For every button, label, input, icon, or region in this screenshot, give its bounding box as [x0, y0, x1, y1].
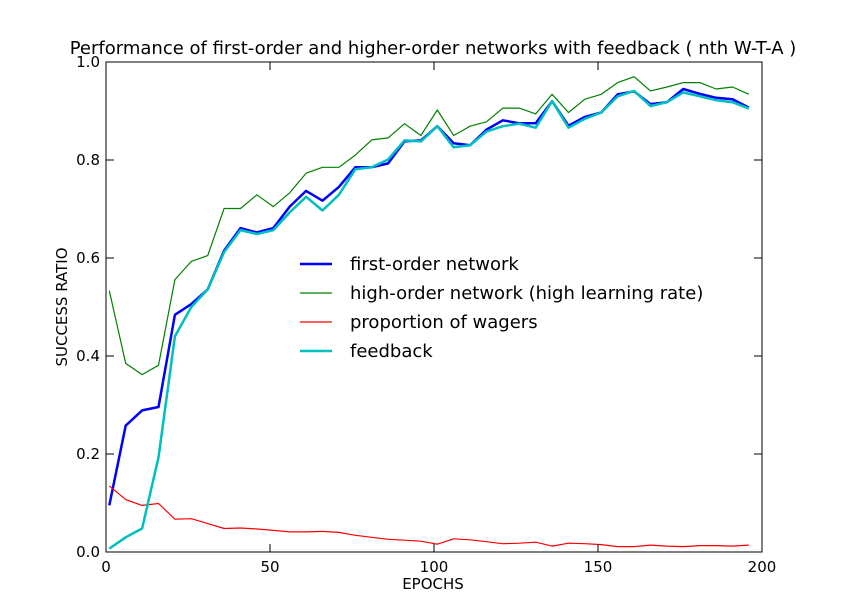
x-tick-label: 100: [420, 558, 449, 576]
x-tick-label: 50: [260, 558, 279, 576]
y-tick-label: 0.6: [76, 249, 100, 267]
x-axis-label: EPOCHS: [402, 575, 464, 593]
x-tick-label: 200: [748, 558, 777, 576]
y-tick-label: 0.4: [76, 347, 100, 365]
legend: first-order network high-order network (h…: [300, 254, 703, 362]
series-line-2: [108, 76, 750, 376]
y-tick-label: 0.0: [76, 543, 100, 561]
series-line-3: [108, 485, 749, 548]
legend-label-2: high-order network (high learning rate): [350, 283, 703, 304]
legend-label-3: proportion of wagers: [350, 312, 538, 333]
legend-label-4: feedback: [350, 341, 433, 362]
legend-label-1: first-order network: [350, 254, 519, 275]
chart-title: Performance of first-order and higher-or…: [70, 38, 797, 59]
x-tick-label: 0: [101, 558, 111, 576]
plot-frame: [105, 61, 763, 553]
y-tick-label: 0.2: [76, 445, 100, 463]
y-tick-label: 1.0: [76, 53, 100, 71]
x-tick-label: 150: [584, 558, 613, 576]
series-lines: [108, 76, 750, 550]
series-line-4: [108, 89, 750, 550]
y-axis-label: SUCCESS RATIO: [53, 247, 71, 366]
y-tick-label: 0.8: [76, 151, 100, 169]
